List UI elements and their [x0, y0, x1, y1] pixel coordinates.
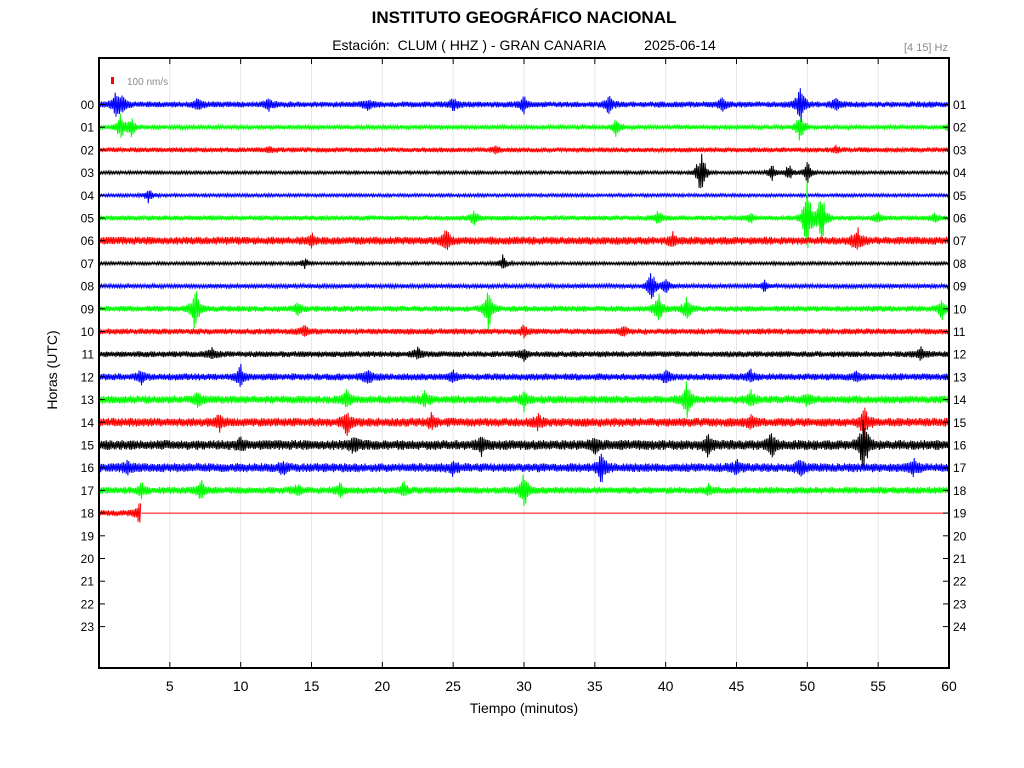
y-tick-label-left: 05 — [81, 212, 95, 226]
y-tick-label-right: 07 — [953, 234, 967, 248]
trace-hour-13 — [98, 381, 949, 419]
y-tick-label-right: 22 — [953, 575, 967, 589]
y-tick-label-right: 11 — [953, 325, 966, 339]
y-tick-label-left: 06 — [81, 234, 95, 248]
x-tick-label: 5 — [166, 678, 174, 694]
trace-hour-16 — [98, 453, 949, 483]
trace-hour-15 — [98, 419, 949, 469]
chart-title: INSTITUTO GEOGRÁFICO NACIONAL — [371, 8, 677, 27]
trace-hour-03 — [98, 153, 949, 189]
trace-hour-17 — [98, 474, 949, 507]
y-tick-label-left: 01 — [81, 121, 95, 135]
date-label: 2025-06-14 — [644, 37, 716, 53]
x-tick-label: 60 — [941, 678, 957, 694]
y-tick-label-right: 01 — [953, 98, 967, 112]
scale-bar-mark — [111, 77, 114, 84]
y-tick-label-right: 03 — [953, 143, 967, 157]
station-label: Estación: — [332, 37, 390, 53]
y-tick-label-right: 02 — [953, 121, 967, 135]
trace-hour-10 — [98, 324, 949, 339]
y-tick-label-left: 10 — [81, 325, 95, 339]
y-tick-label-left: 02 — [81, 143, 95, 157]
grid-lines — [169, 58, 879, 668]
trace-hour-11 — [98, 346, 949, 362]
x-tick-label: 15 — [304, 678, 320, 694]
scale-bar-label: 100 nm/s — [127, 77, 168, 88]
y-tick-label-left: 16 — [81, 461, 95, 475]
traces — [98, 88, 949, 523]
y-tick-label-left: 08 — [81, 280, 95, 294]
y-tick-label-right: 12 — [953, 348, 967, 362]
x-tick-label: 55 — [870, 678, 886, 694]
y-tick-label-left: 18 — [81, 507, 95, 521]
trace-hour-18 — [98, 503, 142, 523]
x-tick-label: 35 — [587, 678, 603, 694]
y-tick-label-right: 23 — [953, 597, 967, 611]
y-tick-label-left: 04 — [81, 189, 95, 203]
y-tick-label-right: 20 — [953, 529, 967, 543]
y-tick-label-left: 23 — [81, 620, 95, 634]
y-tick-label-left: 13 — [81, 393, 95, 407]
trace-hour-14 — [98, 407, 949, 443]
x-tick-label: 20 — [375, 678, 391, 694]
y-tick-label-left: 20 — [81, 552, 95, 566]
y-tick-label-left: 12 — [81, 370, 95, 384]
x-tick-label: 10 — [233, 678, 249, 694]
trace-hour-07 — [98, 254, 949, 270]
x-tick-label: 30 — [516, 678, 532, 694]
trace-hour-08 — [98, 273, 949, 299]
y-tick-label-right: 18 — [953, 484, 967, 498]
y-tick-label-right: 17 — [953, 461, 967, 475]
trace-hour-06 — [98, 227, 949, 251]
y-tick-label-right: 04 — [953, 166, 967, 180]
y-tick-label-left: 09 — [81, 302, 95, 316]
frequency-band: [4 15] Hz — [903, 42, 948, 54]
y-tick-label-right: 15 — [953, 416, 967, 430]
y-tick-label-right: 06 — [953, 212, 967, 226]
trace-hour-12 — [98, 363, 949, 387]
station-info: Estación: CLUM ( HHZ ) - GRAN CANARIA 20… — [0, 37, 1024, 53]
y-tick-label-right: 16 — [953, 439, 967, 453]
y-tick-label-left: 22 — [81, 597, 95, 611]
y-tick-label-left: 14 — [81, 416, 95, 430]
trace-hour-09 — [98, 291, 949, 331]
y-tick-label-left: 17 — [81, 484, 95, 498]
y-tick-label-left: 21 — [81, 575, 95, 589]
station-name: CLUM ( HHZ ) - GRAN CANARIA — [397, 37, 606, 53]
trace-hour-05 — [98, 180, 949, 248]
y-tick-label-left: 00 — [81, 98, 95, 112]
y-tick-label-left: 11 — [82, 348, 95, 362]
y-tick-label-right: 10 — [953, 302, 967, 316]
x-tick-label: 50 — [800, 678, 816, 694]
x-tick-label: 45 — [729, 678, 745, 694]
y-tick-label-right: 13 — [953, 370, 967, 384]
x-tick-label: 40 — [658, 678, 674, 694]
trace-hour-02 — [98, 144, 949, 155]
y-tick-label-right: 05 — [953, 189, 967, 203]
scale-bar: 100 nm/s — [111, 77, 168, 88]
y-tick-label-right: 19 — [953, 507, 967, 521]
y-tick-label-left: 07 — [81, 257, 95, 271]
y-tick-label-left: 19 — [81, 529, 95, 543]
y-tick-label-left: 15 — [81, 439, 95, 453]
trace-hour-01 — [98, 113, 949, 141]
y-tick-label-right: 24 — [953, 620, 967, 634]
x-axis-label: Tiempo (minutos) — [469, 700, 579, 716]
trace-hour-00 — [98, 88, 949, 123]
y-tick-label-right: 09 — [953, 280, 967, 294]
axis-ticks: 5 10 15 20 25 30 35 40 45 50 55 60 00 01 02 03 04 05 06 07 0… — [81, 58, 967, 694]
x-tick-label: 25 — [445, 678, 461, 694]
y-tick-label-right: 08 — [953, 257, 967, 271]
y-tick-label-right: 14 — [953, 393, 967, 407]
y-tick-label-right: 21 — [953, 552, 967, 566]
y-tick-label-left: 03 — [81, 166, 95, 180]
